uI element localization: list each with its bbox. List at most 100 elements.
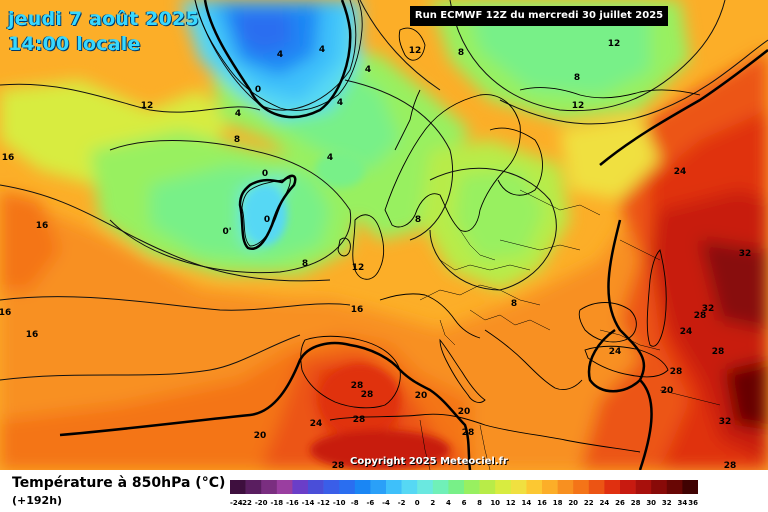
model-run-banner: Run ECMWF 12Z du mercredi 30 juillet 202…	[410, 6, 668, 26]
contour-label: 20	[415, 391, 428, 401]
legend-tick-label: -24	[230, 499, 243, 507]
legend-swatch	[620, 480, 636, 494]
coastline-turkey	[584, 345, 669, 378]
legend-tick-label: 12	[506, 499, 516, 507]
contour-label: 24	[310, 419, 323, 429]
legend-tick-label: 2	[430, 499, 435, 507]
legend-swatch	[401, 480, 418, 494]
contour-label: 12	[352, 263, 365, 273]
contour-label: 32	[719, 417, 732, 427]
legend-tick-label: 28	[631, 499, 641, 507]
contour-label: 28	[670, 367, 683, 377]
contour-label: 16	[2, 153, 15, 163]
legend-tick-label: 22	[584, 499, 594, 507]
legend-swatch	[682, 480, 698, 494]
contour-label: 24	[674, 167, 687, 177]
legend-tick-label: 0	[415, 499, 420, 507]
variable-title: Température à 850hPa (°C)	[12, 475, 226, 491]
isotherm-20-atlantic	[0, 334, 301, 381]
legend-tick-label: 8	[477, 499, 482, 507]
coastline-black-sea	[578, 302, 637, 343]
border-europe-2	[439, 259, 531, 271]
legend-swatch	[604, 480, 621, 494]
legend-swatch	[510, 480, 527, 494]
legend-swatch	[432, 480, 449, 494]
isotherm-lines	[0, 0, 768, 381]
legend-tick-label: 34	[678, 499, 688, 507]
legend-tick-label: 36	[688, 499, 698, 507]
footer-bar: Température à 850hPa (°C) (+192h) -24 -22…	[0, 470, 768, 512]
contour-label: 16	[36, 221, 49, 231]
legend-swatch	[245, 480, 262, 494]
legend-swatch	[479, 480, 496, 494]
isotherm-12-scandi	[359, 0, 441, 91]
coastline-svalbard	[398, 27, 426, 61]
legend-swatch	[526, 480, 543, 494]
isotherm-8-europe	[429, 167, 557, 291]
cool-zone-central-europe-inner	[455, 170, 545, 260]
isotherm-0-greenland	[203, 0, 352, 119]
coastline-norway-coast	[394, 89, 421, 151]
legend-tick-label: 6	[462, 499, 467, 507]
coastline-caspian	[646, 249, 667, 347]
isotherm-16-west	[0, 184, 331, 282]
legend-swatch	[386, 480, 402, 494]
contour-label: 28	[351, 381, 364, 391]
forecast-date: jeudi 7 août 2025	[8, 8, 199, 30]
legend-tick-label: 26	[615, 499, 625, 507]
contour-label: 12	[409, 46, 422, 56]
coastline-iberia	[300, 335, 401, 409]
borders	[419, 189, 721, 470]
contour-label: 0	[264, 215, 270, 225]
contour-label: 4	[337, 98, 343, 108]
contour-label: 12	[572, 101, 585, 111]
coastline-russia-north	[519, 87, 701, 99]
coastline-europe-west	[379, 293, 481, 339]
contour-labels: 4 0 4 4 4 8 12 8 8 12 12 16 16 16 16 4 4 0 0 0' 8 8 12 8 12 16 24 3…	[0, 39, 751, 470]
contour-label: 32	[739, 249, 752, 259]
isotherm-4-greenland	[194, 0, 357, 111]
contour-label: 8	[234, 135, 240, 145]
coastlines	[194, 0, 701, 453]
contour-label: 8	[574, 73, 580, 83]
border-europe-4	[499, 239, 581, 251]
contour-label: 28	[712, 347, 725, 357]
contour-label: 24	[609, 347, 622, 357]
border-east-2	[659, 389, 721, 406]
border-europe-1	[419, 284, 541, 306]
legend-tick-label: -20	[255, 499, 268, 507]
coastline-scandinavia	[384, 94, 521, 232]
isotherm-16-south	[0, 296, 351, 311]
hot-zone-east-darkest-2	[725, 360, 768, 430]
legend-swatch	[666, 480, 683, 494]
contour-label: 28	[694, 311, 707, 321]
contour-label: 28	[724, 461, 737, 470]
contour-label: 12	[608, 39, 621, 49]
legend-tick-label: 24	[600, 499, 610, 507]
contour-label: 0'	[222, 227, 231, 237]
legend-swatch	[261, 480, 278, 494]
temperature-map: 4 0 4 4 4 8 12 8 8 12 12 16 16 16 16 4 4 0 0 0' 8 8 12 8 12 16 24 3…	[0, 0, 768, 470]
contour-label: 0	[262, 169, 268, 179]
contour-label: 16	[351, 305, 364, 315]
legend-swatch	[339, 480, 356, 494]
isotherm-24-east	[599, 49, 768, 166]
legend-swatch	[635, 480, 652, 494]
cool-blob-norway	[315, 152, 365, 188]
legend-swatch	[370, 480, 387, 494]
border-europe-5	[469, 309, 551, 331]
legend-swatch	[573, 480, 590, 494]
coastline-italy	[439, 338, 486, 403]
legend-tick-label: -14	[302, 499, 315, 507]
legend-tick-label: -18	[270, 499, 283, 507]
isotherm-8-scandi	[344, 79, 454, 241]
coastline-finland	[489, 127, 543, 196]
legend-swatch	[542, 480, 558, 494]
border-east-3	[619, 239, 661, 261]
isotherm-8-north	[109, 140, 352, 274]
border-europe-7	[439, 319, 456, 346]
cold-zone-greenland-deepest	[235, 10, 292, 55]
forecast-time: 14:00 locale	[8, 33, 141, 55]
contour-label: 20	[458, 407, 471, 417]
isotherm-0-iceland	[238, 174, 297, 251]
